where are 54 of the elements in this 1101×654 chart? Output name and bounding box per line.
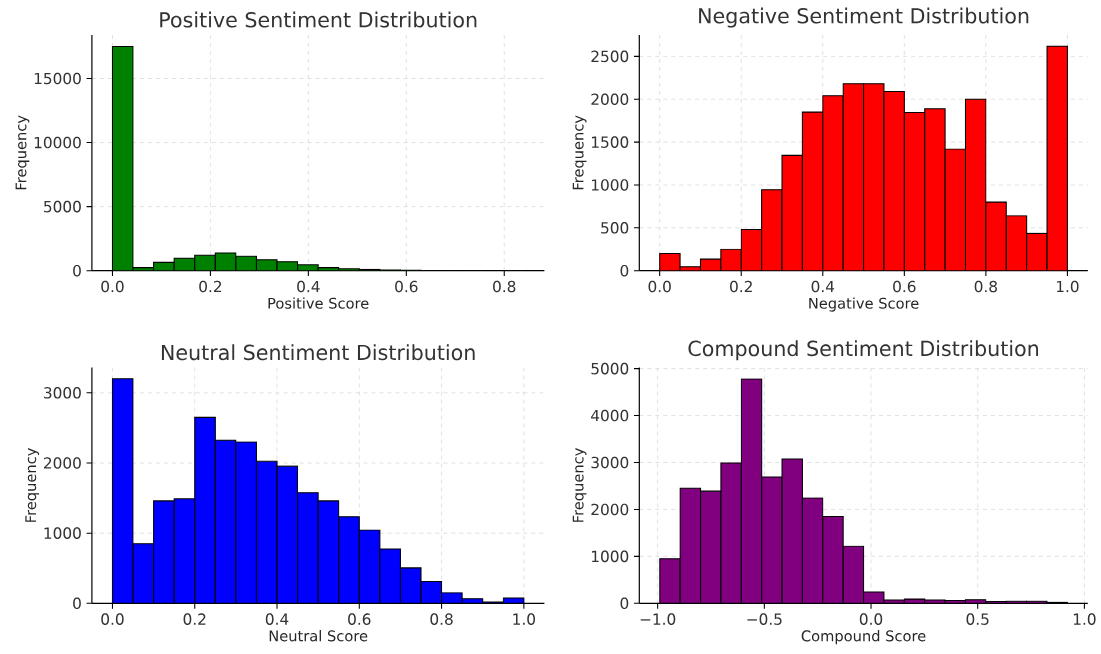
x-tick-label: 0.4 xyxy=(811,280,835,293)
y-tick-label: 2000 xyxy=(591,503,629,516)
y-tick-label: 1000 xyxy=(591,179,629,191)
x-tick-label: 0.5 xyxy=(966,613,989,625)
x-axis-title: Compound Score xyxy=(801,629,926,645)
x-tick-label: 0.2 xyxy=(730,280,752,293)
x-axis-title: Positive Score xyxy=(268,297,369,309)
y-tick-label: 0 xyxy=(73,264,81,277)
chart-title: Positive Sentiment Distribution xyxy=(160,11,477,28)
x-tick-label: 0.0 xyxy=(859,613,883,625)
y-tick-label: 5000 xyxy=(44,200,81,213)
y-tick-label: 1000 xyxy=(591,550,629,563)
x-tick-label: 0.2 xyxy=(183,613,206,625)
x-tick-label: 0.8 xyxy=(493,280,516,293)
x-tick-label: 0.6 xyxy=(893,280,916,293)
x-tick-label: −0.5 xyxy=(747,613,782,625)
x-tick-label: 0.8 xyxy=(974,280,997,293)
y-tick-label: 4000 xyxy=(591,409,629,422)
x-tick-label: −1.0 xyxy=(640,613,676,625)
y-tick-label: 0 xyxy=(620,597,629,609)
y-axis-title: Frequency xyxy=(572,115,587,190)
y-tick-label: 2500 xyxy=(591,50,629,63)
x-tick-label: 0.0 xyxy=(101,280,124,293)
y-tick-label: 3000 xyxy=(44,386,81,399)
y-tick-label: 1500 xyxy=(591,136,629,148)
y-tick-label: 3000 xyxy=(591,456,629,469)
x-tick-label: 1.0 xyxy=(513,613,535,625)
x-axis-title: Neutral Score xyxy=(269,629,368,642)
x-tick-label: 0.4 xyxy=(265,613,289,625)
x-tick-label: 0.6 xyxy=(395,280,418,293)
y-tick-label: 500 xyxy=(601,221,629,234)
y-axis-title: Frequency xyxy=(572,447,587,522)
y-tick-label: 5000 xyxy=(591,362,629,375)
x-tick-label: 1.0 xyxy=(1056,280,1079,293)
y-tick-label: 0 xyxy=(620,264,629,277)
x-tick-label: 0.2 xyxy=(199,280,222,293)
y-axis-title: Frequency xyxy=(15,115,30,190)
x-tick-label: 0.8 xyxy=(430,613,453,625)
y-tick-label: 0 xyxy=(73,597,81,609)
x-tick-label: 0.4 xyxy=(297,280,320,293)
y-tick-label: 1000 xyxy=(44,527,81,539)
y-tick-label: 15000 xyxy=(34,72,81,85)
x-axis-title: Negative Score xyxy=(809,297,919,312)
chart-title: Neutral Sentiment Distribution xyxy=(161,344,475,361)
x-tick-label: 0.0 xyxy=(101,613,124,625)
y-tick-label: 2000 xyxy=(591,93,629,105)
y-tick-label: 2000 xyxy=(44,457,81,469)
y-tick-label: 10000 xyxy=(34,136,81,149)
x-tick-label: 1.0 xyxy=(1073,613,1096,625)
y-axis-title: Frequency xyxy=(25,447,40,522)
chart-title: Negative Sentiment Distribution xyxy=(699,7,1029,28)
x-tick-label: 0.0 xyxy=(648,280,671,293)
chart-title: Compound Sentiment Distribution xyxy=(688,340,1039,361)
x-tick-label: 0.6 xyxy=(348,613,371,625)
